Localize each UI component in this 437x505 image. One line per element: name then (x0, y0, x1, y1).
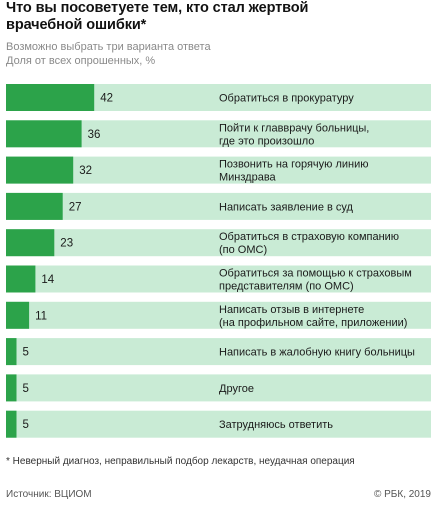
category-label-line: Затрудняюсь ответить (219, 419, 333, 431)
category-label-line: Другое (219, 383, 254, 395)
category-label: Обратиться в прокуратуру (219, 93, 354, 105)
category-label-line: Написать в жалобную книгу больницы (219, 347, 415, 359)
bar-track (6, 265, 431, 293)
copyright-text: © РБК, 2019 (373, 489, 431, 500)
bar-value-label: 5 (23, 383, 29, 395)
category-label-line: Позвонить на горячую линию (219, 159, 368, 171)
category-label-line: (по ОМС) (219, 244, 267, 256)
bar-track (6, 338, 431, 366)
category-label-line: Обратиться в прокуратуру (219, 93, 354, 105)
category-label-line: Пойти к главврачу больницы, (219, 122, 369, 134)
bar-track (6, 374, 431, 402)
bar-track (6, 156, 431, 184)
category-label-line: где это произошло (219, 135, 314, 147)
bar-track (6, 301, 431, 329)
bar-value-label: 5 (23, 419, 29, 431)
bar-value-label: 11 (35, 310, 47, 322)
bar-value-label: 36 (88, 129, 101, 141)
category-label: Написать отзыв в интернете (на профильном… (219, 304, 407, 329)
bar (6, 338, 17, 366)
bar (6, 192, 63, 220)
category-label: Пойти к главврачу больницы, где это произ… (219, 122, 369, 147)
bar-value-label: 5 (23, 347, 29, 359)
bar (6, 410, 17, 438)
category-label-line: Минздрава (219, 172, 277, 184)
category-label-line: представителям (по ОМС) (219, 281, 354, 293)
chart-title-line-2: врачебной ошибки* (6, 17, 147, 33)
category-label-line: Обратиться в страховую компанию (219, 231, 399, 243)
category-label-line: Написать отзыв в интернете (219, 304, 364, 316)
bar-value-label: 27 (69, 201, 82, 213)
category-label-line: Написать заявление в суд (219, 201, 354, 213)
category-label: Обратиться в страховую компанию (по ОМС) (219, 231, 399, 256)
bar-track (6, 229, 431, 257)
chart-unit-note: Доля от всех опрошенных, % (6, 55, 156, 67)
bar (6, 301, 30, 329)
bar-chart: 42 Обратиться в прокуратуру 36 Пойти к глав… (6, 84, 431, 438)
bar-track (6, 410, 431, 438)
bar-value-label: 42 (100, 93, 113, 105)
source-text: Источник: ВЦИОМ (6, 489, 92, 500)
bar (6, 156, 74, 184)
bar (6, 84, 95, 111)
bar (6, 265, 36, 293)
chart-title: Что вы посоветуете тем, кто стал жертвой… (6, 0, 431, 34)
category-label: Другое (219, 383, 254, 395)
footnote: * Неверный диагноз, неправильный подбор … (6, 456, 355, 467)
bar-value-label: 14 (41, 274, 54, 286)
bar (6, 120, 82, 148)
category-label: Позвонить на горячую линию Минздрава (219, 159, 368, 184)
bar-track (6, 192, 431, 220)
category-label: Написать заявление в суд (219, 201, 354, 213)
chart-subtitle: Возможно выбрать три варианта ответа (6, 41, 211, 53)
category-label: Затрудняюсь ответить (219, 419, 333, 431)
category-label: Обратиться за помощью к страховым предста… (219, 268, 412, 293)
chart-title-line-1: Что вы посоветуете тем, кто стал жертвой (6, 0, 309, 16)
category-label-line: (на профильном сайте, приложении) (219, 317, 407, 329)
bar-value-label: 32 (79, 165, 92, 177)
category-label: Написать в жалобную книгу больницы (219, 347, 415, 359)
bar (6, 229, 55, 257)
category-label-line: Обратиться за помощью к страховым (219, 268, 412, 280)
bar-value-label: 23 (60, 238, 73, 250)
bar (6, 374, 17, 402)
